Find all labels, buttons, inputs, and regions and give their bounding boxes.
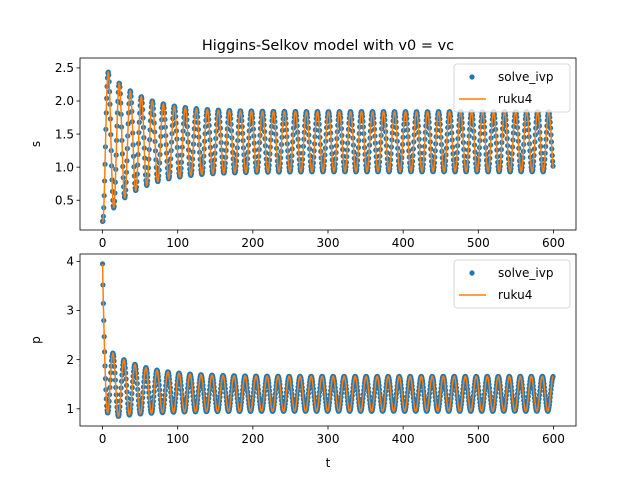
bottom-subplot: 0 100 200 300 400 500 600 1 2 3 4 p t solve_ivp ruku4	[29, 253, 577, 470]
x-tick-label: 600	[542, 236, 565, 250]
x-axis-label: t	[326, 456, 331, 470]
y-tick-label: 1.0	[55, 160, 74, 174]
legend-marker-solve-ivp	[469, 74, 475, 80]
y-axis-label: s	[29, 141, 43, 147]
series-group	[99, 261, 556, 419]
top-subplot: 0 100 200 300 400 500 600 0.5 1.0 1.5 2.0 2.5 s Higgi…	[29, 38, 577, 250]
legend-label-ruku4: ruku4	[498, 92, 532, 106]
y-tick-label: 2.0	[55, 94, 74, 108]
y-tick-label: 2.5	[55, 61, 74, 75]
x-tick-label: 100	[166, 432, 189, 446]
y-axis-label: p	[29, 336, 43, 344]
x-tick-label: 200	[241, 236, 264, 250]
legend-label-solve-ivp: solve_ivp	[498, 70, 553, 84]
x-tick-label: 500	[467, 236, 490, 250]
x-tick-label: 500	[467, 432, 490, 446]
y-tick-label: 3	[66, 304, 74, 318]
x-tick-label: 300	[317, 432, 340, 446]
chart-title: Higgins-Selkov model with v0 = vc	[202, 38, 454, 54]
legend-marker-solve-ivp	[469, 270, 475, 276]
y-tick-label: 1.5	[55, 127, 74, 141]
x-tick-label: 300	[317, 236, 340, 250]
x-tick-label: 400	[392, 432, 415, 446]
x-tick-label: 0	[99, 236, 107, 250]
x-tick-label: 200	[241, 432, 264, 446]
y-tick-label: 2	[66, 353, 74, 367]
y-tick-label: 4	[66, 255, 74, 269]
y-tick-label: 1	[66, 402, 74, 416]
series-group	[99, 69, 556, 225]
x-tick-label: 600	[542, 432, 565, 446]
legend: solve_ivp ruku4	[453, 259, 571, 309]
legend: solve_ivp ruku4	[453, 63, 571, 113]
legend-label-ruku4: ruku4	[498, 288, 532, 302]
y-tick-label: 0.5	[55, 193, 74, 207]
x-tick-label: 400	[392, 236, 415, 250]
x-tick-label: 100	[166, 236, 189, 250]
series-ruku4-line	[101, 263, 554, 418]
x-tick-label: 0	[99, 432, 107, 446]
legend-label-solve-ivp: solve_ivp	[498, 266, 553, 280]
series-ruku4-line	[102, 70, 555, 224]
